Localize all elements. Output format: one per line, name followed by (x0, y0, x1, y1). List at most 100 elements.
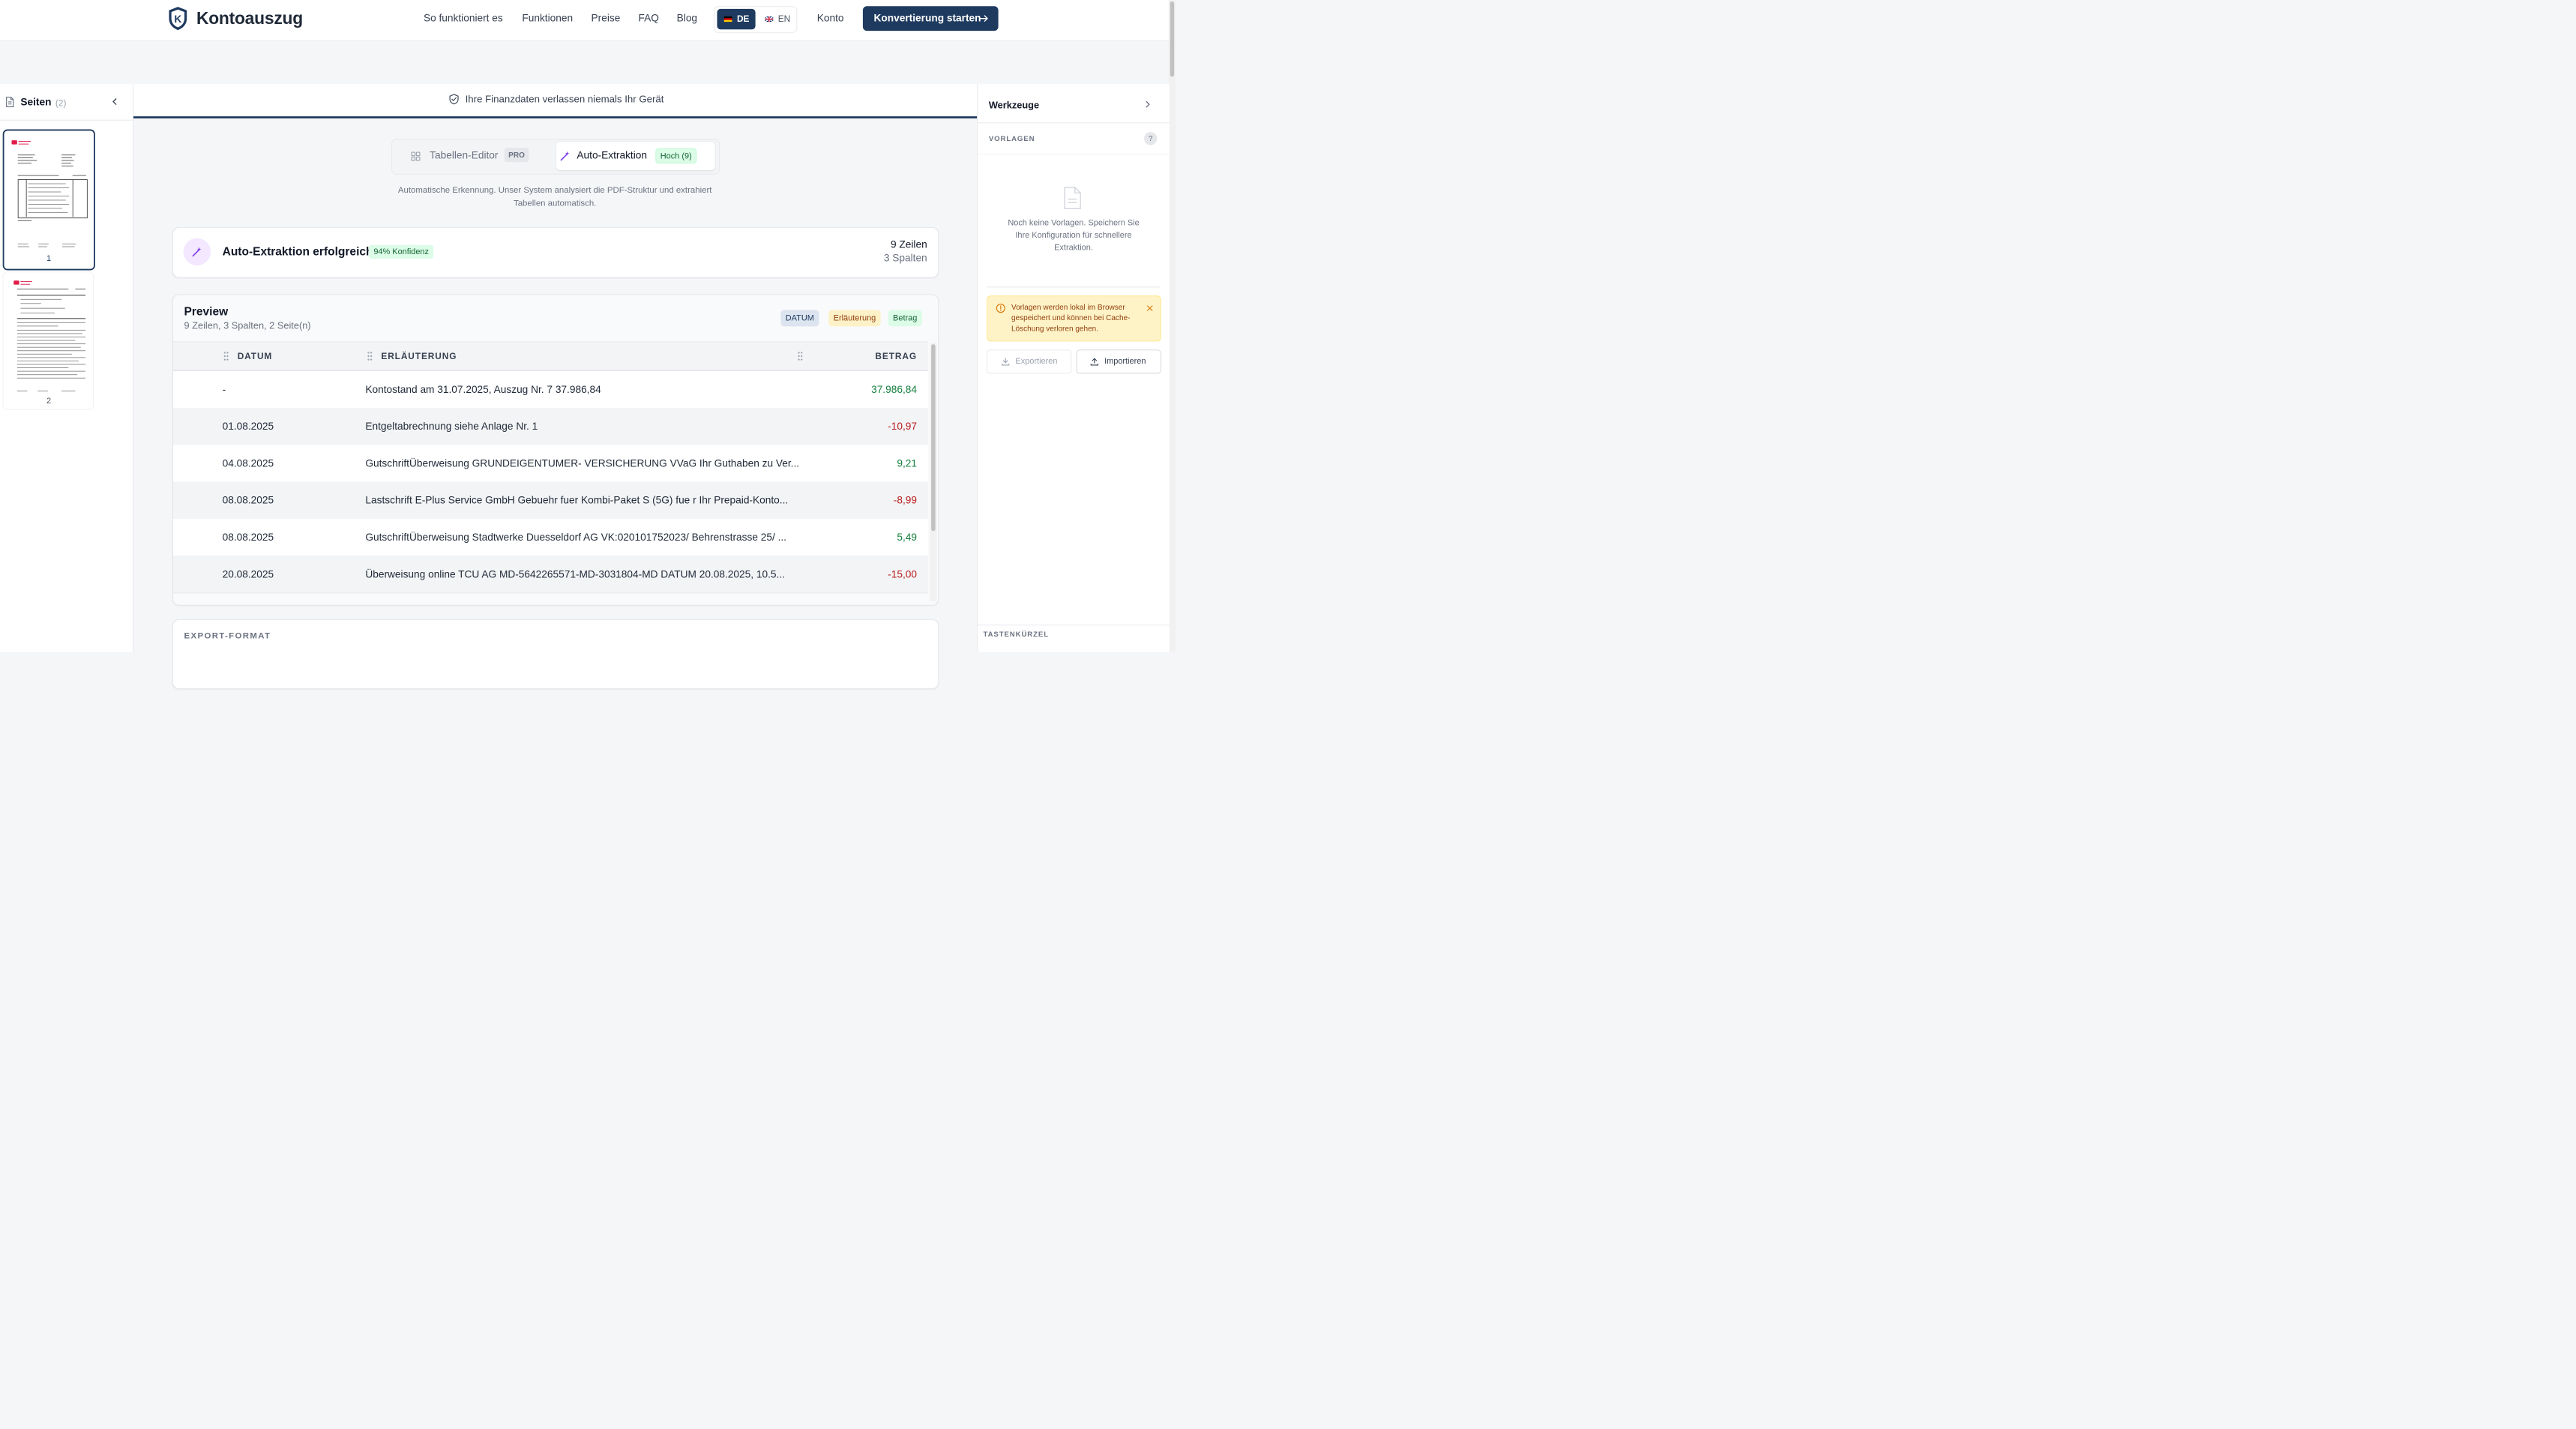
divider (978, 122, 1170, 124)
lang-de-button[interactable]: DE (717, 8, 756, 30)
language-switch: DE EN (713, 6, 798, 33)
page-thumbnail-2[interactable]: 2 (2, 271, 94, 410)
preview-card: Preview 9 Zeilen, 3 Spalten, 2 Seite(n) … (172, 294, 939, 606)
shield-check-icon (449, 94, 459, 105)
tab-table-editor-label: Tabellen-Editor (430, 149, 499, 161)
cell-date: 01.08.2025 (222, 421, 274, 433)
drag-handle-icon[interactable] (223, 351, 229, 361)
success-icon-circle (183, 238, 211, 266)
templates-label: VORLAGEN (988, 134, 1035, 143)
bank-logo-mark-2 (13, 280, 19, 285)
table-scrollbar-thumb[interactable] (931, 344, 936, 532)
cell-description: Entgeltabrechnung siehe Anlage Nr. 1 (365, 421, 538, 433)
pages-sidebar: Seiten (2) (0, 84, 133, 652)
tools-panel: Werkzeuge VORLAGEN ? Noch keine Vorlagen… (977, 84, 1170, 652)
tag-datum: DATUM (780, 310, 819, 327)
table-row[interactable]: 04.08.2025 GutschriftÜberweisung GRUNDEIG… (172, 445, 928, 483)
drag-handle-icon[interactable] (797, 351, 803, 361)
import-templates-button[interactable]: Importieren (1076, 349, 1161, 374)
cell-amount: -8,99 (893, 494, 917, 506)
table-row[interactable]: 01.08.2025 Entgeltabrechnung siehe Anlage… (172, 407, 928, 446)
cell-date: 20.08.2025 (222, 568, 274, 580)
cell-description: Lastschrift E-Plus Service GmbH Gebuehr … (365, 494, 789, 506)
drag-handle-icon[interactable] (367, 351, 373, 361)
download-icon (1002, 358, 1010, 366)
tab-table-editor[interactable]: Tabellen-Editor PRO (394, 142, 555, 170)
page-scrollbar-thumb[interactable] (1170, 1, 1175, 77)
tag-betrag: Betrag (888, 310, 922, 327)
chevron-right-icon[interactable] (1143, 99, 1153, 109)
preview-subtitle: 9 Zeilen, 3 Spalten, 2 Seite(n) (184, 320, 311, 331)
cell-amount: 37.986,84 (871, 384, 917, 396)
col-header-description[interactable]: ERLÄUTERUNG (381, 351, 457, 361)
table-row[interactable]: 08.08.2025 GutschriftÜberweisung Stadtwer… (172, 518, 928, 557)
cell-description: Kontostand am 31.07.2025, Auszug Nr. 7 3… (365, 384, 601, 396)
nav-faq[interactable]: FAQ (638, 12, 659, 24)
lang-en-button[interactable]: EN (758, 9, 794, 29)
preview-title: Preview (184, 305, 229, 319)
templates-empty-text: Noch keine Vorlagen. Speichern Sie Ihre … (1008, 218, 1140, 253)
column-count: 3 Spalten (883, 252, 927, 264)
export-templates-button[interactable]: Exportieren (987, 349, 1072, 374)
tab-auto-extraction-label: Auto-Extraktion (577, 149, 647, 161)
confidence-badge: 94% Konfidenz (368, 244, 434, 259)
export-format-title: EXPORT-FORMAT (184, 631, 271, 641)
tab-auto-extraction[interactable]: Auto-Extraktion Hoch (9) (556, 141, 715, 171)
cell-date: 08.08.2025 (222, 494, 274, 506)
upload-icon (1090, 358, 1098, 366)
page-scrollbar[interactable] (1168, 0, 1176, 652)
storage-warning: Vorlagen werden lokal im Browser gespeic… (987, 295, 1161, 342)
page-thumbnail-1[interactable]: 1 (2, 129, 95, 271)
import-templates-label: Importieren (1104, 356, 1146, 366)
magic-wand-icon (192, 247, 202, 257)
divider (987, 286, 1161, 288)
lang-de-label: DE (736, 13, 750, 24)
col-header-date[interactable]: DATUM (237, 351, 273, 361)
empty-file-icon (1064, 187, 1081, 210)
help-icon[interactable]: ? (1144, 132, 1158, 145)
nav-account[interactable]: Konto (816, 12, 844, 24)
privacy-banner: Ihre Finanzdaten verlassen niemals Ihr G… (133, 84, 978, 118)
arrow-right-icon (979, 15, 988, 22)
export-format-card: EXPORT-FORMAT (172, 619, 939, 690)
cell-amount: -15,00 (888, 568, 917, 580)
nav-pricing[interactable]: Preise (591, 12, 621, 24)
table-scrollbar[interactable] (930, 343, 937, 602)
table-row[interactable]: 20.08.2025 Überweisung online TCU AG MD-5… (172, 556, 928, 594)
storage-warning-text: Vorlagen werden lokal im Browser gespeic… (1011, 302, 1131, 333)
bank-logo-mark (11, 140, 17, 145)
lang-en-label: EN (777, 13, 791, 24)
brand-name[interactable]: Kontoauszug (196, 8, 303, 28)
collapse-chevron-icon[interactable] (109, 97, 120, 107)
nav-blog[interactable]: Blog (676, 12, 698, 24)
table-row[interactable]: 08.08.2025 Lastschrift E-Plus Service Gmb… (172, 481, 928, 520)
cell-description: GutschriftÜberweisung GRUNDEIGENTUMER- V… (365, 457, 800, 469)
table-header: DATUM ERLÄUTERUNG BETRAG (172, 341, 928, 372)
cell-amount: 9,21 (897, 457, 917, 469)
col-header-amount[interactable]: BETRAG (875, 351, 917, 361)
pages-count: (2) (55, 97, 67, 109)
success-title: Auto-Extraktion erfolgreich (222, 244, 373, 259)
cell-amount: 5,49 (897, 532, 917, 544)
tag-erlaeuterung: Erläuterung (828, 310, 881, 327)
nav-features[interactable]: Funktionen (522, 12, 574, 24)
start-conversion-button[interactable]: Konvertierung starten (862, 6, 999, 31)
pages-title: Seiten (20, 96, 52, 108)
table-row[interactable]: - Kontostand am 31.07.2025, Auszug Nr. 7 … (172, 370, 928, 409)
logo-letter: K (174, 13, 181, 25)
close-icon[interactable] (1146, 304, 1155, 313)
cell-amount: -10,97 (888, 421, 917, 433)
thumb-table (17, 179, 88, 219)
document-icon (6, 97, 14, 107)
cell-description: GutschriftÜberweisung Stadtwerke Duessel… (365, 532, 786, 544)
page-number-1: 1 (46, 253, 52, 263)
mode-description: Automatische Erkennung. Unser System ana… (397, 184, 712, 208)
tools-title: Werkzeuge (988, 100, 1040, 111)
mode-switch: Tabellen-Editor PRO Auto-Extraktion Hoch… (391, 139, 720, 175)
top-navbar: K Kontoauszug So funktioniert es Funktio… (0, 0, 1176, 41)
flag-uk-icon (765, 16, 774, 22)
grid-icon (411, 151, 421, 161)
flag-de-icon (723, 16, 732, 22)
logo-shield-icon[interactable]: K (168, 6, 188, 31)
nav-how-it-works[interactable]: So funktioniert es (423, 12, 503, 24)
